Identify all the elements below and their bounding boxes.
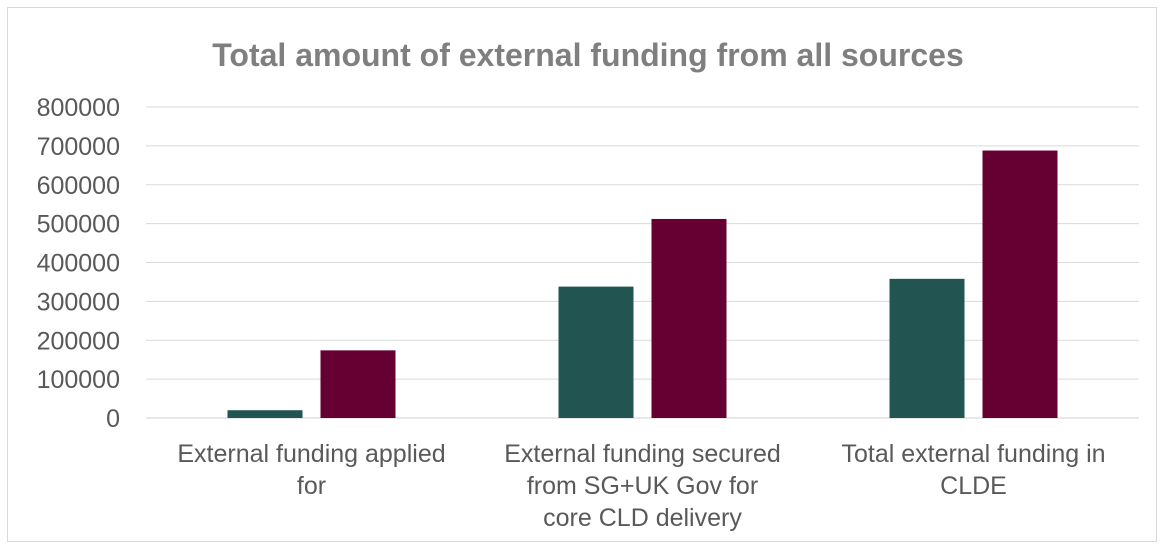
x-tick-label: Total external funding in CLDE — [841, 440, 1105, 500]
y-tick-label: 700000 — [37, 133, 120, 161]
chart-title: Total amount of external funding from al… — [212, 37, 963, 73]
y-tick-label: 800000 — [37, 94, 120, 122]
y-tick-label: 300000 — [37, 288, 120, 316]
y-tick-label: 0 — [106, 405, 120, 433]
bar — [982, 150, 1058, 419]
chart-frame — [7, 7, 1157, 542]
y-axis-ticks: 0 100000 200000 300000 400000 500000 600000 700… — [37, 94, 120, 433]
bar — [227, 410, 303, 418]
y-tick-label: 200000 — [37, 327, 120, 355]
bar — [558, 286, 634, 418]
y-tick-label: 400000 — [37, 250, 120, 278]
bar — [320, 350, 396, 418]
x-tick-label: External funding secured from SG+UK Gov f… — [504, 440, 781, 532]
y-tick-label: 100000 — [37, 366, 120, 394]
bars — [227, 150, 1058, 419]
x-tick-label: External funding applied for — [177, 440, 445, 500]
gridlines — [146, 106, 1139, 419]
bar — [889, 278, 965, 418]
x-axis-ticks: External funding applied for External fund… — [177, 440, 1105, 532]
bar — [651, 218, 727, 418]
y-tick-label: 600000 — [37, 172, 120, 200]
y-tick-label: 500000 — [37, 211, 120, 239]
